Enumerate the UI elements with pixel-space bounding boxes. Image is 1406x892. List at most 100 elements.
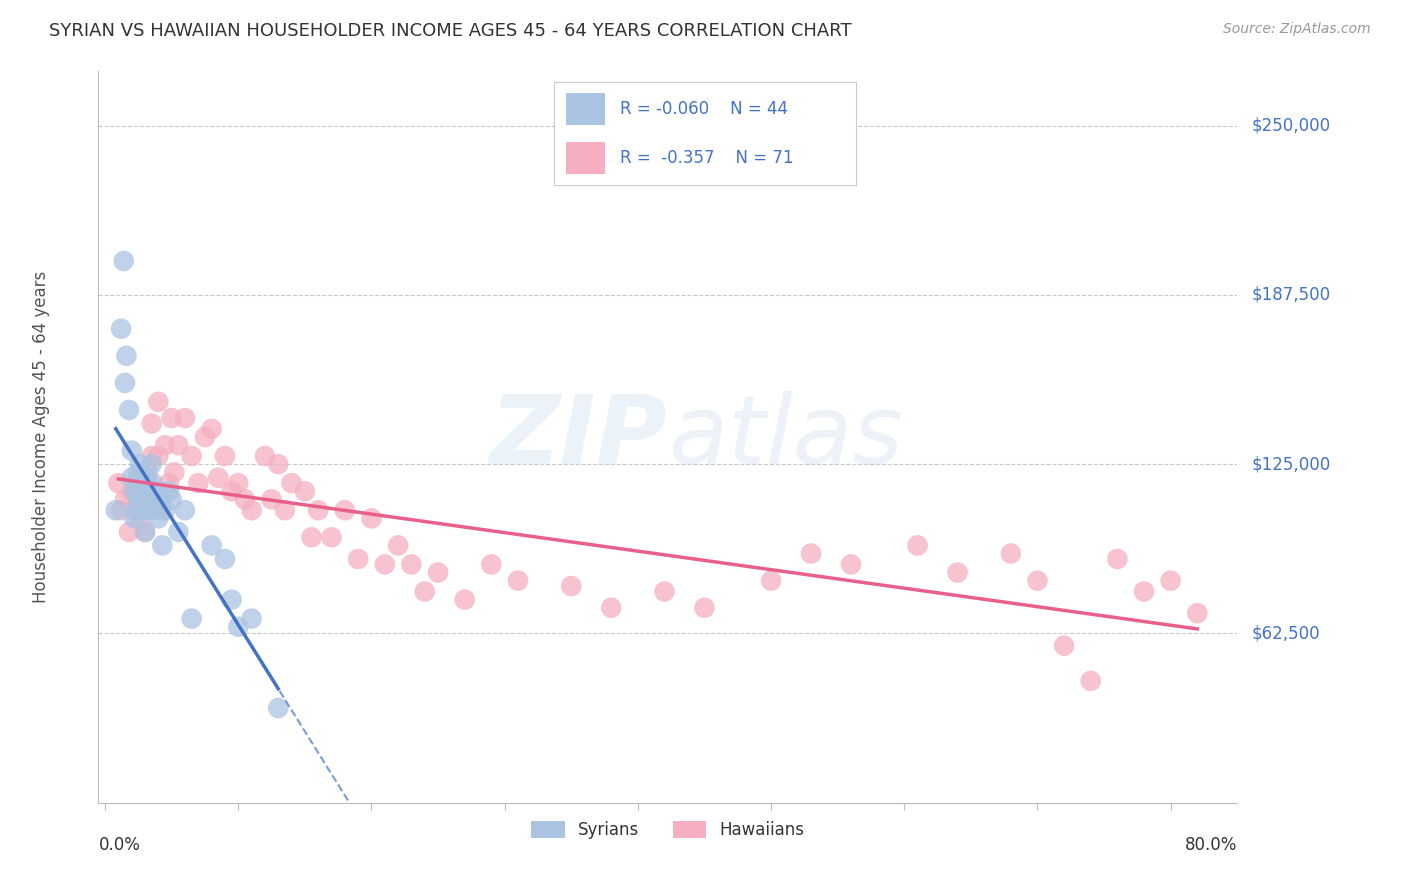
- Point: [141, 417, 163, 431]
- Point: [693, 600, 716, 615]
- Text: $250,000: $250,000: [1251, 117, 1330, 135]
- Point: [479, 558, 502, 572]
- Point: [134, 492, 156, 507]
- Point: [454, 592, 477, 607]
- Point: [907, 538, 929, 552]
- Point: [135, 471, 157, 485]
- Point: [1053, 639, 1076, 653]
- Point: [127, 471, 149, 485]
- Point: [141, 457, 163, 471]
- Point: [274, 503, 297, 517]
- Point: [160, 492, 183, 507]
- Point: [226, 476, 249, 491]
- Text: 0.0%: 0.0%: [98, 836, 141, 854]
- Point: [141, 503, 163, 517]
- Point: [180, 611, 202, 625]
- Point: [321, 530, 343, 544]
- Point: [136, 498, 159, 512]
- Point: [148, 395, 170, 409]
- Point: [333, 503, 356, 517]
- Point: [157, 476, 180, 491]
- Point: [125, 476, 148, 491]
- Point: [214, 552, 236, 566]
- Text: 80.0%: 80.0%: [1185, 836, 1237, 854]
- Text: Householder Income Ages 45 - 64 years: Householder Income Ages 45 - 64 years: [32, 271, 51, 603]
- Point: [131, 476, 153, 491]
- Legend: Syrians, Hawaiians: Syrians, Hawaiians: [524, 814, 811, 846]
- Point: [115, 349, 138, 363]
- Point: [125, 503, 148, 517]
- Point: [153, 438, 176, 452]
- Point: [124, 511, 146, 525]
- Point: [110, 503, 132, 517]
- Point: [221, 484, 243, 499]
- Point: [153, 503, 176, 517]
- Point: [1187, 606, 1209, 620]
- Point: [413, 584, 436, 599]
- Point: [150, 538, 173, 552]
- Point: [107, 476, 129, 491]
- Point: [180, 449, 202, 463]
- Point: [946, 566, 969, 580]
- Point: [128, 511, 150, 525]
- Point: [138, 484, 160, 499]
- Point: [221, 592, 243, 607]
- Point: [124, 484, 146, 499]
- Point: [127, 465, 149, 479]
- Point: [118, 524, 141, 539]
- Point: [560, 579, 582, 593]
- Point: [134, 524, 156, 539]
- Point: [240, 611, 263, 625]
- Point: [142, 476, 165, 491]
- Point: [121, 443, 143, 458]
- Point: [839, 558, 862, 572]
- Point: [128, 457, 150, 471]
- Point: [167, 524, 190, 539]
- Point: [654, 584, 676, 599]
- Point: [280, 476, 302, 491]
- Point: [136, 465, 159, 479]
- Text: Source: ZipAtlas.com: Source: ZipAtlas.com: [1223, 22, 1371, 37]
- Text: $125,000: $125,000: [1251, 455, 1330, 473]
- Point: [167, 438, 190, 452]
- Point: [114, 376, 136, 390]
- Point: [145, 492, 167, 507]
- Point: [1133, 584, 1156, 599]
- Point: [110, 322, 132, 336]
- Point: [157, 484, 180, 499]
- Text: $187,500: $187,500: [1251, 285, 1330, 304]
- Point: [134, 503, 156, 517]
- Point: [201, 538, 224, 552]
- Point: [1000, 547, 1022, 561]
- Point: [1026, 574, 1049, 588]
- Point: [401, 558, 423, 572]
- Point: [121, 484, 143, 499]
- Point: [145, 492, 167, 507]
- Point: [118, 403, 141, 417]
- Point: [307, 503, 329, 517]
- Point: [427, 566, 450, 580]
- Point: [294, 484, 316, 499]
- Point: [148, 484, 170, 499]
- Point: [387, 538, 409, 552]
- Point: [134, 484, 156, 499]
- Point: [150, 492, 173, 507]
- Point: [104, 503, 127, 517]
- Point: [132, 492, 155, 507]
- Point: [131, 476, 153, 491]
- Point: [800, 547, 823, 561]
- Point: [160, 411, 183, 425]
- Point: [207, 471, 229, 485]
- Point: [148, 511, 170, 525]
- Point: [131, 503, 153, 517]
- Point: [121, 471, 143, 485]
- Point: [127, 492, 149, 507]
- Point: [174, 411, 197, 425]
- Point: [374, 558, 396, 572]
- Point: [174, 503, 197, 517]
- Point: [240, 503, 263, 517]
- Point: [506, 574, 529, 588]
- Point: [360, 511, 382, 525]
- Point: [114, 492, 136, 507]
- Text: $62,500: $62,500: [1251, 624, 1320, 642]
